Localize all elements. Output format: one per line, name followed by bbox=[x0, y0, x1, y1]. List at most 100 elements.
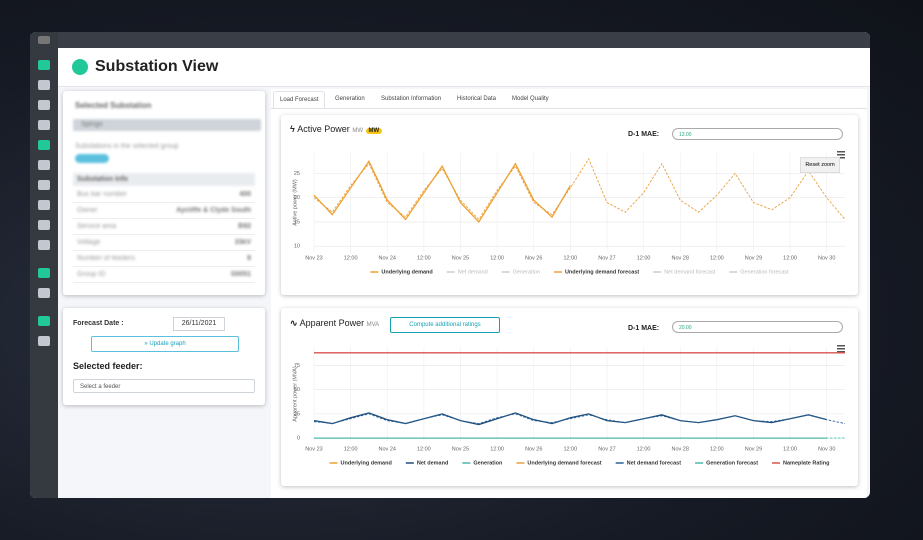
nav-icon[interactable] bbox=[38, 336, 50, 346]
date-input[interactable]: 26/11/2021 bbox=[173, 317, 225, 331]
menu-icon[interactable] bbox=[38, 36, 50, 44]
info-value: 8 bbox=[247, 255, 251, 262]
y-tick-label: 50 bbox=[294, 387, 300, 393]
x-tick-label: Nov 24 bbox=[379, 255, 396, 261]
mae-label: D-1 MAE: bbox=[628, 325, 660, 332]
y-axis-label: Active power (MW) bbox=[292, 179, 298, 226]
legend-label: Underlying demand forecast bbox=[565, 269, 639, 275]
info-value: B92 bbox=[238, 223, 251, 230]
x-tick-label: 12:00 bbox=[490, 446, 504, 452]
info-key: Group ID bbox=[77, 271, 106, 278]
x-tick-label: Nov 27 bbox=[598, 255, 615, 261]
nav-icon[interactable] bbox=[38, 316, 50, 326]
x-tick-label: Nov 30 bbox=[818, 446, 835, 452]
series-line bbox=[313, 157, 846, 221]
y-tick-label: 75 bbox=[294, 363, 300, 369]
tab[interactable]: Historical Data bbox=[457, 96, 497, 102]
nav-icon[interactable] bbox=[38, 80, 50, 90]
y-tick-label: 15 bbox=[294, 219, 300, 225]
y-axis-label: Apparent power (MVA) bbox=[292, 366, 298, 422]
nav-icon[interactable] bbox=[38, 140, 50, 150]
info-row: Service area B92 bbox=[73, 219, 255, 235]
nav-icon[interactable] bbox=[38, 180, 50, 190]
chart-unit: MW bbox=[352, 128, 363, 134]
x-tick-label: 12:00 bbox=[344, 255, 358, 261]
menu-icon bbox=[837, 348, 845, 350]
tabs: Load Forecast Generation Substation Inform… bbox=[271, 91, 867, 109]
legend-label: Net demand bbox=[458, 269, 488, 275]
mae-value: 20.00 bbox=[672, 321, 843, 333]
menu-icon bbox=[837, 154, 845, 156]
x-tick-label: Nov 23 bbox=[305, 255, 322, 261]
nav-icon[interactable] bbox=[38, 100, 50, 110]
chart-title: Apparent Power bbox=[299, 318, 365, 328]
legend-label: Generation forecast bbox=[740, 269, 789, 275]
nav-icon[interactable] bbox=[38, 240, 50, 250]
x-tick-label: Nov 23 bbox=[305, 446, 322, 452]
info-key: Number of feeders bbox=[77, 255, 135, 262]
chart: 0 25 50 75 Nov 23 12:00 Nov 24 12:00 Nov 25 12:00… bbox=[292, 345, 846, 466]
chart: 10 15 20 25 Nov 23 12:00 Nov 24 12:00 Nov 25 12:0… bbox=[292, 151, 846, 275]
app-window: Substation View Selected Substation Spin… bbox=[30, 32, 870, 498]
legend-label: Net demand bbox=[417, 460, 448, 466]
tab[interactable]: Model Quality bbox=[512, 96, 549, 102]
info-row: Number of feeders 8 bbox=[73, 251, 255, 267]
legend-label: Underlying demand bbox=[381, 269, 432, 275]
x-tick-label: Nov 30 bbox=[818, 255, 835, 261]
nav-icon[interactable] bbox=[38, 160, 50, 170]
info-value: S0051 bbox=[230, 271, 251, 278]
menu-icon bbox=[837, 151, 845, 153]
chart-title-row: ∿ Apparent Power MVA bbox=[290, 318, 379, 329]
mae-value: 13.00 bbox=[672, 128, 843, 140]
x-tick-label: 12:00 bbox=[563, 255, 577, 261]
x-tick-label: 12:00 bbox=[417, 255, 431, 261]
legend-label: Underlying demand bbox=[341, 460, 392, 466]
legend-label: Generation forecast bbox=[706, 460, 758, 466]
feeder-select[interactable]: Select a feeder bbox=[73, 379, 255, 393]
legend: Underlying demand Net demand Generation Und… bbox=[370, 269, 789, 275]
series-line bbox=[313, 159, 571, 223]
info-row: Group ID S0051 bbox=[73, 267, 255, 283]
compute-button[interactable]: Compute additional ratings bbox=[390, 317, 500, 333]
dropdown[interactable]: Spingo bbox=[73, 119, 261, 131]
info-title: Substation Info bbox=[73, 173, 255, 186]
nav-icon[interactable] bbox=[38, 268, 50, 278]
x-tick-label: 12:00 bbox=[637, 255, 651, 261]
nav-icon[interactable] bbox=[38, 60, 50, 70]
tab[interactable]: Load Forecast bbox=[273, 91, 326, 108]
chart-unit: MVA bbox=[366, 322, 380, 328]
sidebar bbox=[30, 32, 58, 498]
tab[interactable]: Substation Information bbox=[381, 96, 442, 102]
y-tick-label: 25 bbox=[294, 171, 300, 177]
tab[interactable]: Generation bbox=[335, 96, 365, 102]
substation-panel: Selected Substation Spingo Substations i… bbox=[63, 91, 265, 295]
y-tick-label: 25 bbox=[294, 411, 300, 417]
forecast-panel: Forecast Date : 26/11/2021 » Update grap… bbox=[63, 308, 265, 405]
x-tick-label: 12:00 bbox=[344, 446, 358, 452]
chart-card: 10 15 20 25 Nov 23 12:00 Nov 24 12:00 Nov 25 12:0… bbox=[281, 115, 858, 295]
y-tick-label: 10 bbox=[294, 244, 300, 250]
tag: Spingo bbox=[75, 154, 109, 163]
y-tick-label: 20 bbox=[294, 195, 300, 201]
nav-icon[interactable] bbox=[38, 200, 50, 210]
reset-zoom[interactable]: Reset zoom bbox=[800, 157, 840, 173]
note: Substations in the selected group bbox=[75, 143, 179, 150]
info-value: 400 bbox=[239, 191, 251, 198]
legend-label: Net demand forecast bbox=[627, 460, 682, 466]
chart-icon: ϟ bbox=[290, 124, 295, 134]
legend-label: Underlying demand forecast bbox=[527, 460, 601, 466]
x-tick-label: Nov 26 bbox=[525, 255, 542, 261]
menu-icon bbox=[837, 345, 845, 347]
x-tick-label: Nov 24 bbox=[379, 446, 396, 452]
nav-icon[interactable] bbox=[38, 220, 50, 230]
update-button[interactable]: » Update graph bbox=[91, 336, 239, 352]
x-tick-label: 12:00 bbox=[637, 446, 651, 452]
x-tick-label: Nov 28 bbox=[671, 255, 688, 261]
page-title: Substation View bbox=[95, 58, 219, 75]
x-tick-label: Nov 25 bbox=[452, 446, 469, 452]
nav-icon[interactable] bbox=[38, 120, 50, 130]
legend-label: Net demand forecast bbox=[664, 269, 716, 275]
info-table: Bus bar number 400 Owner Aycliffe & Clyde S… bbox=[73, 187, 255, 283]
nav-icon[interactable] bbox=[38, 288, 50, 298]
